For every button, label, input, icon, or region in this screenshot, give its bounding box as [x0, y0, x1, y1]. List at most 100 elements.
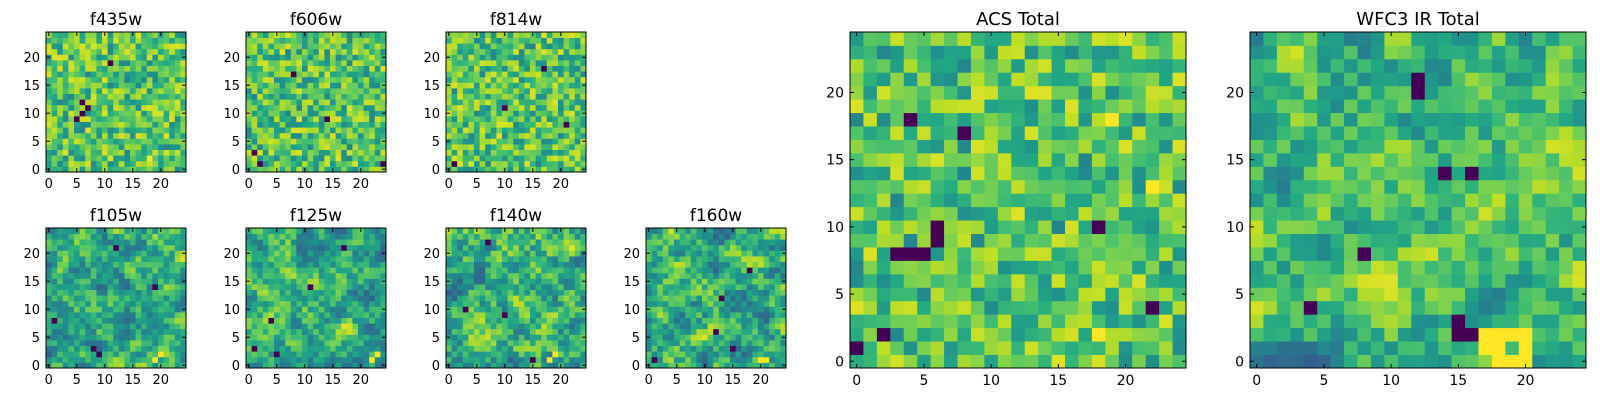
heatmap-cell [850, 327, 864, 342]
heatmap-cell [970, 327, 985, 342]
heatmap-cell [485, 132, 492, 139]
heatmap-cell [446, 71, 452, 78]
heatmap-cell [313, 71, 320, 78]
heatmap-cell [152, 93, 159, 100]
heatmap-cell [290, 284, 297, 290]
heatmap-cell [513, 317, 520, 324]
heatmap-cell [57, 93, 64, 100]
heatmap-cell [296, 65, 303, 72]
heatmap-cell [903, 300, 918, 315]
heatmap-cell [1159, 193, 1173, 208]
heatmap-cell [146, 345, 153, 352]
heatmap-cell [718, 362, 725, 369]
heatmap-cell [574, 60, 581, 66]
heatmap-cell [102, 149, 108, 156]
heatmap-cell [285, 261, 292, 268]
heatmap-cell [530, 244, 536, 251]
heatmap-cell [290, 32, 297, 38]
heatmap-cell [158, 65, 164, 72]
heatmap-cell [530, 121, 536, 128]
heatmap-cell [74, 328, 80, 335]
heatmap-cell [307, 356, 314, 363]
heatmap-cell [524, 284, 531, 290]
heatmap-cell [290, 340, 297, 346]
heatmap-cell [352, 155, 359, 162]
heatmap-cell [79, 244, 86, 251]
heatmap-cells [46, 32, 187, 173]
heatmap-cell [696, 306, 703, 313]
y-tick-label: 10 [623, 303, 640, 318]
heatmap-cell [102, 312, 108, 318]
heatmap-cell [552, 351, 559, 358]
y-tick-label: 10 [423, 107, 440, 122]
heatmap-cell [146, 48, 153, 55]
heatmap-cell [930, 287, 945, 302]
heatmap-cell [752, 289, 759, 296]
heatmap-cell [130, 121, 136, 128]
heatmap-cell [944, 314, 958, 329]
heatmap-cell [46, 43, 52, 50]
heatmap-cell [158, 54, 164, 61]
y-tick-label: 5 [232, 135, 240, 150]
heatmap-cell [530, 160, 536, 167]
heatmap-cell [358, 138, 364, 145]
heatmap-cell [890, 166, 905, 181]
heatmap-cell [346, 312, 353, 318]
heatmap-cell [169, 48, 176, 55]
heatmap-cell [369, 138, 376, 145]
heatmap-cell [341, 345, 348, 352]
heatmap-cell [541, 144, 548, 150]
heatmap-cell [541, 272, 548, 279]
heatmap-cell [468, 144, 475, 150]
heatmap-cell [90, 60, 97, 66]
heatmap-cell [158, 76, 164, 83]
heatmap-cell [502, 284, 508, 290]
heatmap-cell [262, 300, 269, 307]
heatmap-cell [646, 272, 652, 279]
heatmap-cell [158, 233, 164, 240]
heatmap-cell [702, 239, 708, 246]
heatmap-cell [124, 76, 131, 83]
y-tick-label: 5 [432, 331, 440, 346]
heatmap-cell [558, 155, 564, 162]
heatmap-cell [324, 76, 331, 83]
heatmap-cell [997, 193, 1012, 208]
heatmap-cell [358, 110, 364, 117]
heatmap-cell [341, 116, 348, 122]
heatmap-cell [507, 328, 514, 335]
heatmap-cell [152, 306, 159, 313]
heatmap-cell [118, 334, 125, 341]
heatmap-cell [646, 312, 652, 318]
heatmap-cell [324, 278, 331, 285]
heatmap-cell [374, 93, 381, 100]
heatmap-cell [1065, 206, 1079, 221]
heatmap-cell [335, 138, 342, 145]
heatmap-cell [62, 351, 69, 358]
heatmap-cell [507, 99, 514, 106]
heatmap-cell [62, 116, 69, 122]
heatmap-cell [485, 93, 492, 100]
heatmap-cell [468, 233, 475, 240]
heatmap-cell [558, 295, 564, 302]
heatmap-cells [46, 228, 187, 369]
heatmap-cell [490, 60, 497, 66]
heatmap-cell [118, 65, 125, 72]
heatmap-cell [1038, 341, 1052, 355]
heatmap-cell [141, 250, 148, 257]
heatmap-cell [313, 54, 320, 61]
heatmap-cell [758, 284, 764, 290]
heatmap-cell [296, 160, 303, 167]
heatmap-cell [358, 43, 364, 50]
heatmap-cell [380, 300, 387, 307]
heatmap-cell [530, 138, 536, 145]
heatmap-cell [850, 193, 864, 208]
heatmap-cell [313, 116, 320, 122]
heatmap-cell [769, 256, 776, 262]
heatmap-cell [90, 295, 97, 302]
heatmap-cell [446, 244, 452, 251]
heatmap-cell [513, 37, 520, 44]
heatmap-cell [903, 273, 918, 288]
heatmap-cell [563, 289, 570, 296]
heatmap-cell [90, 82, 97, 89]
heatmap-cell [279, 362, 286, 369]
